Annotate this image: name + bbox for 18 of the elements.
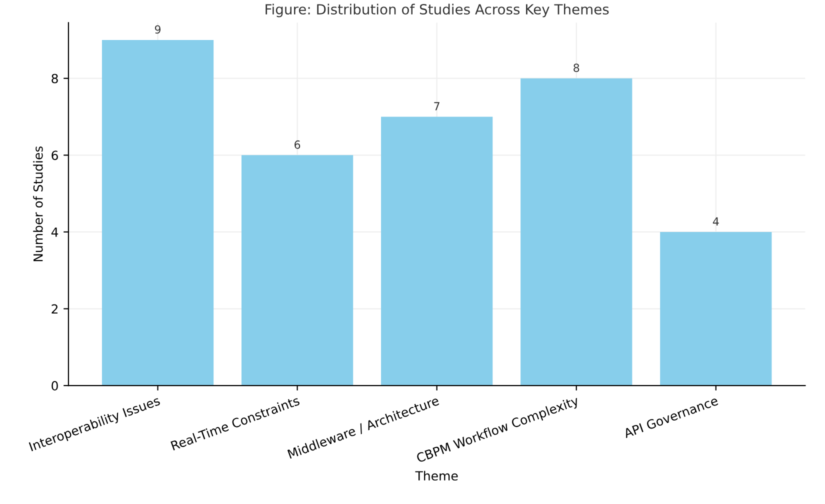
chart-title: Figure: Distribution of Studies Across Key Themes bbox=[266, 4, 609, 18]
bar bbox=[660, 232, 772, 386]
data-label: 4 bbox=[712, 217, 719, 226]
data-label: 9 bbox=[154, 25, 161, 34]
bar bbox=[381, 116, 493, 386]
data-label: 7 bbox=[434, 102, 440, 110]
data-label: 8 bbox=[574, 64, 580, 72]
bar bbox=[520, 78, 632, 386]
y-tick-label: 0 bbox=[52, 381, 58, 390]
y-tick-label: 6 bbox=[52, 150, 58, 160]
bar bbox=[102, 40, 214, 386]
y-tick-label: 4 bbox=[51, 228, 58, 237]
data-label: 6 bbox=[294, 140, 300, 149]
y-axis-title: Number of Studies bbox=[33, 146, 43, 262]
x-axis-title: Theme bbox=[415, 470, 458, 481]
y-tick-label: 2 bbox=[52, 304, 58, 314]
bar bbox=[241, 155, 354, 386]
y-tick-label: 8 bbox=[52, 74, 58, 84]
